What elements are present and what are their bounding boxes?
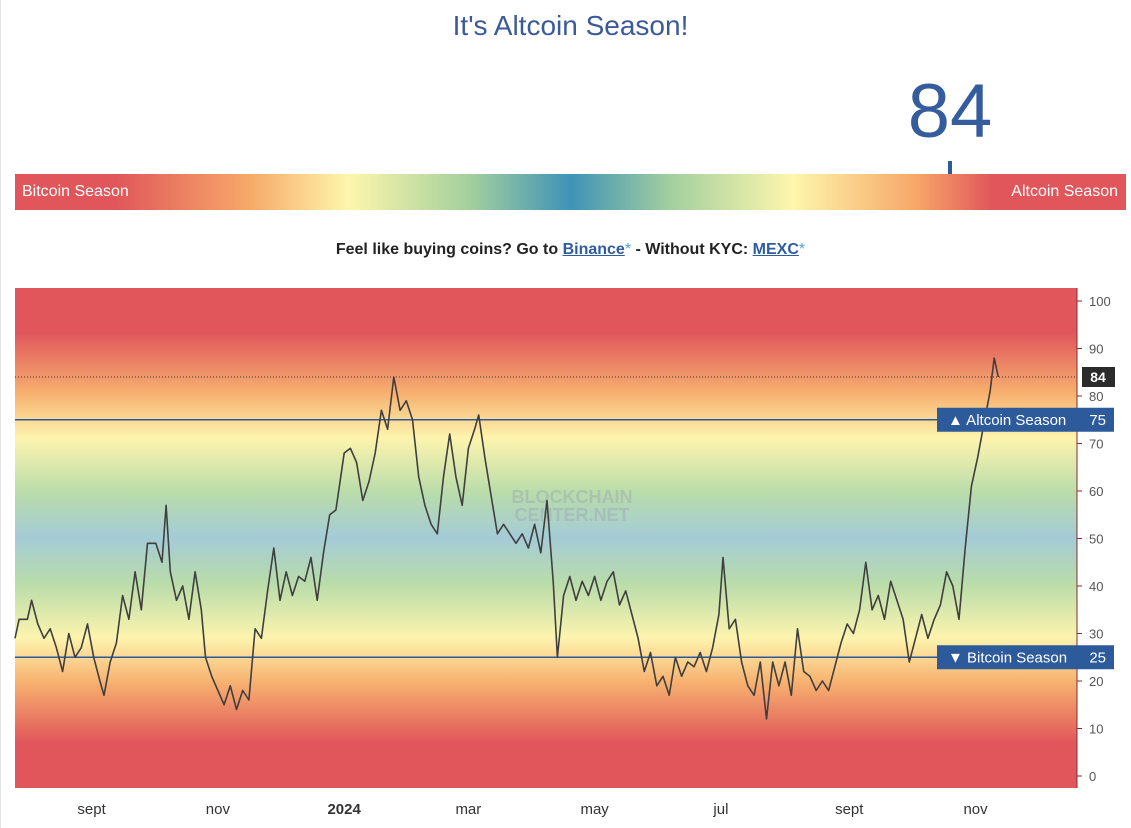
y-tick-label: 90 [1089, 342, 1103, 357]
promo-lead-text: Feel like buying coins? Go to [335, 241, 563, 258]
series-group [14, 357, 1000, 720]
promo-middle-text: - Without KYC: [631, 241, 753, 258]
x-tick-label: nov [963, 801, 988, 818]
x-tick-label: mar [455, 801, 481, 818]
current-value-badge: 84 [1082, 367, 1115, 387]
mexc-star: * [798, 241, 806, 258]
altcoin-season-label: ▲ Altcoin Season 75 [937, 407, 1114, 432]
gauge-label-bitcoin: Bitcoin Season [22, 183, 129, 200]
threshold-label-value: 75 [1089, 412, 1106, 429]
x-tick-label: 2024 [327, 801, 361, 818]
left-border [0, 0, 1, 828]
mexc-link[interactable]: MEXC [752, 241, 799, 258]
y-tick-label: 40 [1089, 579, 1103, 594]
promo-line: Feel like buying coins? Go to Binance* -… [0, 241, 1131, 259]
y-tick-label: 100 [1089, 294, 1111, 309]
x-tick-label: jul [712, 801, 728, 818]
threshold-labels: ▲ Altcoin Season 75 ▼ Bitcoin Season 25 [937, 407, 1114, 670]
season-gauge-bar: Bitcoin Season Altcoin Season [15, 174, 1126, 210]
watermark-text: BLOCKCHAIN [512, 487, 633, 507]
gauge-label-altcoin: Altcoin Season [1011, 183, 1118, 200]
page-title: It's Altcoin Season! [452, 10, 689, 41]
binance-star: * [624, 241, 632, 258]
x-tick-label: sept [77, 801, 106, 818]
current-value-badge-label: 84 [1090, 369, 1106, 385]
binance-link[interactable]: Binance [562, 241, 625, 258]
threshold-lines [15, 419, 1077, 658]
x-axis: sept nov 2024 mar may jul sept nov [77, 801, 988, 818]
y-tick-label: 20 [1089, 674, 1103, 689]
chart-background-bands [15, 288, 1077, 788]
y-axis: 0 10 20 30 40 50 60 70 80 90 100 84 [1076, 288, 1115, 788]
series-line [14, 357, 1000, 720]
y-tick-label: 0 [1089, 769, 1096, 784]
index-value: 84 [907, 69, 993, 154]
y-tick-label: 70 [1089, 437, 1103, 452]
bitcoin-season-label: ▼ Bitcoin Season 25 [937, 645, 1114, 670]
threshold-label-bg [937, 645, 1114, 670]
threshold-label-bg [937, 407, 1114, 432]
watermark-text: CENTER.NET [514, 505, 629, 525]
x-tick-label: sept [835, 801, 864, 818]
y-tick-label: 50 [1089, 532, 1103, 547]
y-tick-label: 30 [1089, 627, 1103, 642]
y-tick-label: 10 [1089, 722, 1103, 737]
x-tick-label: may [580, 801, 609, 818]
current-value-badge-bg [1082, 367, 1115, 387]
threshold-label-text: ▼ Bitcoin Season [948, 649, 1067, 666]
x-tick-label: nov [206, 801, 231, 818]
y-tick-label: 60 [1089, 484, 1103, 499]
y-tick-label: 80 [1089, 389, 1103, 404]
threshold-label-value: 25 [1089, 649, 1106, 666]
threshold-label-text: ▲ Altcoin Season [948, 412, 1066, 429]
